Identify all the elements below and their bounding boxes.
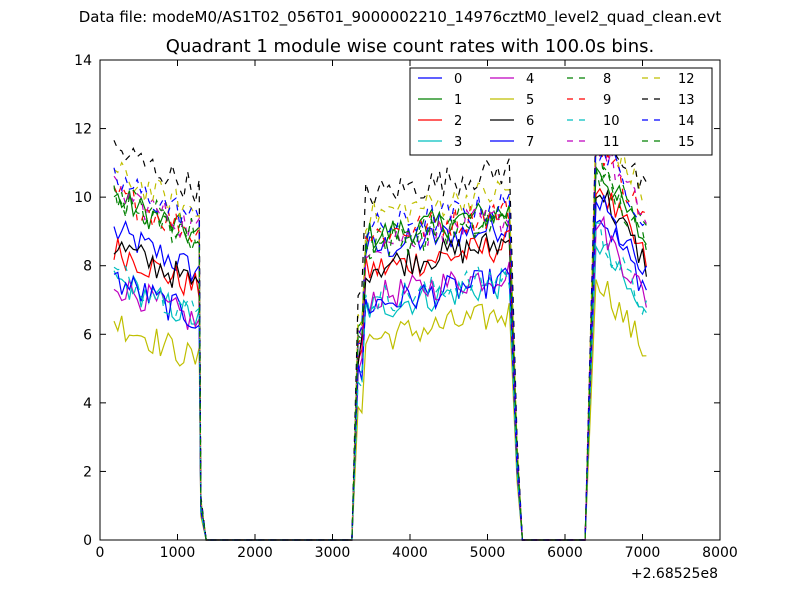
series-line-14 bbox=[113, 143, 647, 541]
series-line-15 bbox=[113, 166, 647, 541]
y-tick-label: 10 bbox=[74, 190, 92, 206]
legend-frame bbox=[409, 67, 713, 156]
series-line-12 bbox=[113, 119, 647, 541]
series-line-13 bbox=[113, 110, 647, 541]
x-offset-label: +2.68525e8 bbox=[631, 566, 718, 582]
legend-label-11: 11 bbox=[603, 135, 620, 150]
x-tick-label: 7000 bbox=[625, 545, 661, 561]
series-line-10 bbox=[113, 222, 647, 541]
series-line-2 bbox=[113, 187, 647, 541]
series-line-3 bbox=[113, 242, 647, 541]
x-tick-label: 2000 bbox=[237, 545, 273, 561]
x-tick-label: 4000 bbox=[392, 545, 428, 561]
series-line-7 bbox=[113, 195, 647, 541]
legend-label-6: 6 bbox=[526, 114, 534, 129]
y-tick-label: 6 bbox=[83, 327, 92, 343]
y-tick-label: 14 bbox=[74, 53, 92, 69]
legend-label-7: 7 bbox=[526, 135, 534, 150]
y-tick-label: 4 bbox=[83, 396, 92, 412]
legend-label-10: 10 bbox=[603, 114, 620, 129]
legend-label-9: 9 bbox=[603, 93, 611, 108]
legend-label-5: 5 bbox=[526, 93, 534, 108]
legend-label-2: 2 bbox=[454, 114, 462, 129]
x-tick-label: 1000 bbox=[160, 545, 196, 561]
legend-label-8: 8 bbox=[603, 72, 611, 87]
y-tick-label: 0 bbox=[83, 533, 92, 549]
x-tick-label: 6000 bbox=[547, 545, 583, 561]
x-tick-label: 3000 bbox=[315, 545, 351, 561]
legend-label-13: 13 bbox=[678, 93, 695, 108]
legend-label-12: 12 bbox=[678, 72, 695, 87]
legend-label-14: 14 bbox=[678, 114, 695, 129]
chart-title: Quadrant 1 module wise count rates with … bbox=[165, 36, 655, 57]
y-tick-label: 2 bbox=[83, 464, 92, 480]
legend-label-15: 15 bbox=[678, 135, 695, 150]
x-tick-label: 5000 bbox=[470, 545, 506, 561]
series-line-8 bbox=[113, 147, 647, 541]
legend-label-3: 3 bbox=[454, 135, 462, 150]
x-tick-label: 8000 bbox=[702, 545, 738, 561]
y-tick-label: 8 bbox=[83, 259, 92, 275]
legend-label-1: 1 bbox=[454, 93, 462, 108]
series-line-5 bbox=[113, 279, 647, 541]
series-layer bbox=[113, 110, 647, 541]
x-tick-label: 0 bbox=[96, 545, 105, 561]
legend-label-4: 4 bbox=[526, 72, 534, 87]
ticks-layer: 0 1000 2000 3000 4000 5000 6000 7000 80000246810… bbox=[74, 53, 738, 561]
figure-suptitle: Data file: modeM0/AS1T02_056T01_90000022… bbox=[78, 8, 722, 26]
legend-label-0: 0 bbox=[454, 72, 462, 87]
y-tick-label: 12 bbox=[74, 122, 92, 138]
